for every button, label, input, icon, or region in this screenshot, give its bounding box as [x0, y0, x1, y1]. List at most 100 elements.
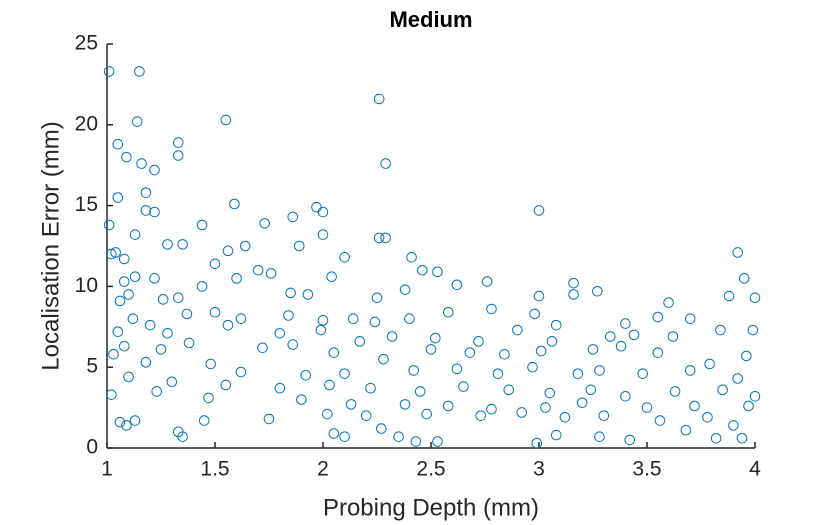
point: [652, 311, 664, 323]
point: [203, 392, 214, 404]
point: [425, 344, 437, 355]
point: [103, 219, 115, 231]
point: [229, 198, 240, 210]
point: [317, 229, 329, 240]
point: [529, 308, 540, 320]
point: [209, 258, 221, 270]
point: [136, 158, 147, 169]
point: [283, 310, 294, 321]
point: [162, 327, 173, 339]
point: [503, 384, 515, 396]
point: [516, 407, 528, 418]
point: [620, 390, 631, 402]
point: [287, 339, 299, 350]
point: [121, 420, 132, 431]
point: [486, 303, 497, 315]
x-axis-label: Probing Depth (mm): [323, 494, 539, 521]
point: [594, 365, 605, 376]
point: [717, 384, 728, 396]
point: [144, 319, 156, 331]
point: [406, 252, 417, 263]
point: [594, 431, 605, 442]
point: [451, 363, 463, 375]
point: [166, 376, 178, 388]
point: [585, 384, 597, 396]
point: [442, 306, 454, 318]
point: [667, 331, 679, 342]
point: [417, 264, 428, 276]
point: [172, 150, 184, 161]
point: [315, 324, 327, 336]
point: [114, 416, 126, 428]
x-tick-label: 3.5: [632, 458, 661, 481]
point: [568, 277, 579, 289]
point: [373, 232, 385, 244]
point: [172, 137, 184, 148]
point: [533, 290, 545, 302]
point: [209, 306, 221, 318]
x-tick-label: 1: [101, 458, 113, 481]
point: [339, 368, 350, 379]
point: [220, 379, 232, 391]
point: [723, 290, 735, 302]
point: [110, 247, 121, 258]
point: [287, 211, 299, 223]
point: [118, 276, 130, 287]
point: [559, 411, 571, 423]
point: [317, 315, 329, 326]
y-tick-label: 15: [75, 193, 98, 216]
point: [328, 347, 340, 358]
point: [123, 289, 134, 300]
x-tick-label: 1.5: [200, 458, 229, 481]
point: [499, 348, 510, 360]
y-tick-label: 5: [86, 355, 98, 378]
point: [106, 389, 117, 400]
point: [512, 324, 523, 336]
point: [531, 437, 543, 449]
point: [151, 386, 162, 397]
point: [464, 347, 476, 358]
point: [414, 386, 426, 397]
point: [641, 402, 653, 413]
y-axis-label: Localisation Error (mm): [37, 121, 64, 370]
point: [715, 324, 726, 336]
point: [112, 138, 124, 150]
point: [743, 400, 754, 412]
point: [702, 411, 713, 423]
point: [326, 271, 337, 283]
point: [587, 344, 599, 355]
point: [121, 151, 132, 163]
point: [205, 358, 216, 370]
point: [339, 252, 350, 263]
point: [300, 369, 312, 381]
point: [311, 201, 322, 213]
point: [572, 368, 584, 379]
point: [118, 253, 130, 265]
point: [486, 403, 497, 415]
point: [155, 344, 167, 355]
point: [442, 400, 454, 412]
point: [220, 114, 232, 126]
point: [492, 368, 504, 379]
point: [172, 292, 184, 304]
point: [129, 271, 141, 283]
point: [732, 373, 744, 384]
point: [669, 386, 681, 397]
point: [373, 93, 385, 105]
point: [378, 353, 389, 365]
point: [393, 431, 404, 442]
point: [222, 245, 234, 257]
x-tick-label: 2.5: [416, 458, 445, 481]
point: [123, 371, 134, 383]
point: [235, 366, 247, 378]
y-tick-label: 0: [86, 436, 98, 459]
point: [637, 368, 648, 379]
point: [157, 294, 169, 305]
point: [177, 239, 188, 250]
point: [347, 313, 359, 325]
point: [535, 345, 547, 357]
point: [369, 316, 381, 328]
point: [108, 348, 119, 360]
point: [274, 327, 286, 339]
